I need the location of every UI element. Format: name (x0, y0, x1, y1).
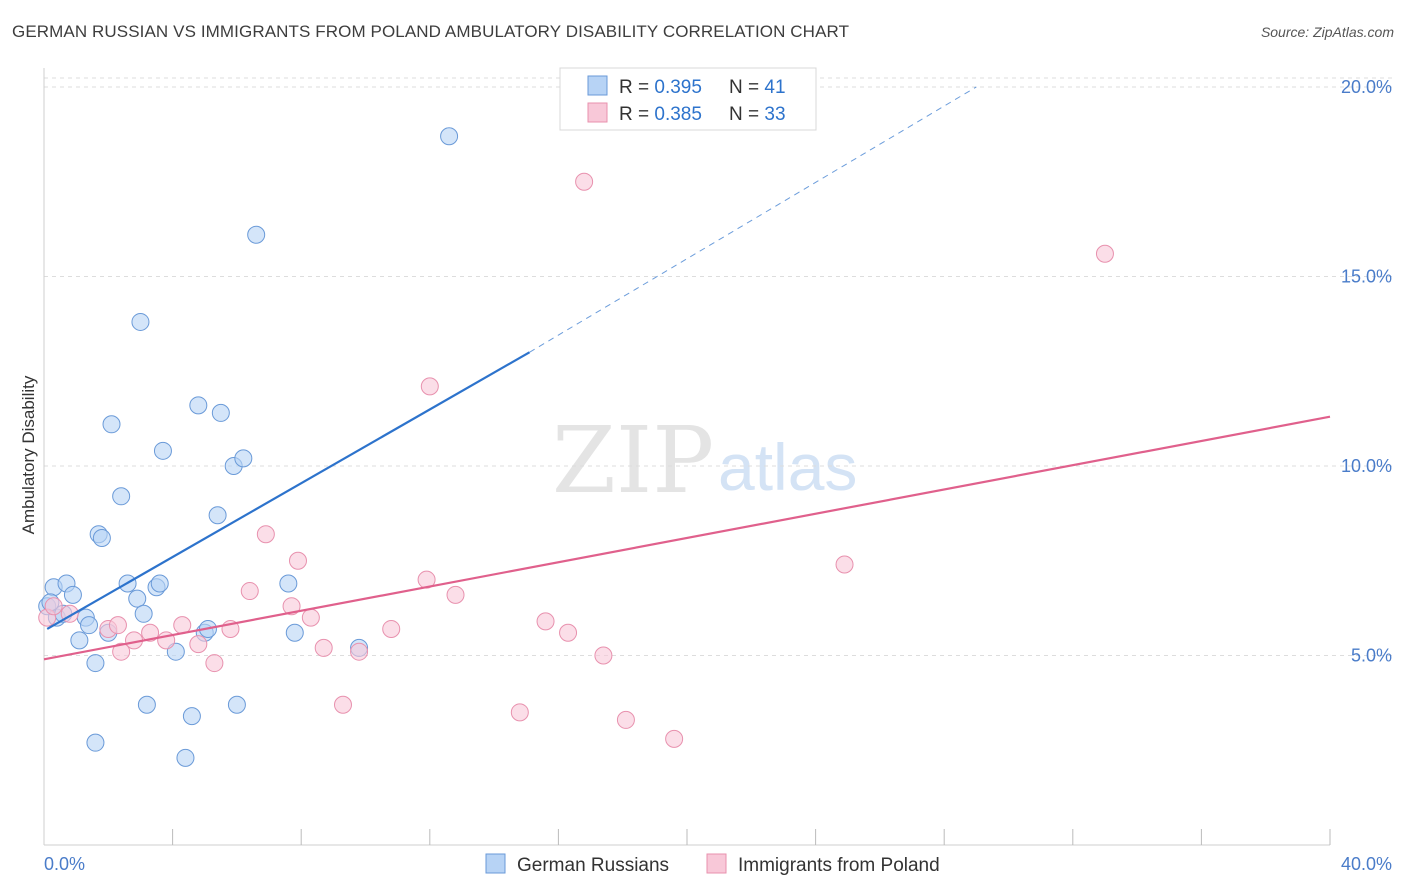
watermark-atlas: atlas (718, 430, 857, 504)
german-russians-point (211, 403, 230, 422)
german-russians-point (102, 415, 121, 434)
german-russians-point (80, 616, 99, 635)
german-russians-point (285, 623, 304, 642)
poland-point (288, 551, 307, 570)
x-tick-label-max: 40.0% (1341, 854, 1392, 874)
poland-point (205, 654, 224, 673)
poland-point (256, 525, 275, 544)
poland-point (314, 638, 333, 657)
svg-text:N = 33: N = 33 (729, 104, 786, 125)
german-russians-point (440, 127, 459, 146)
poland-point (835, 555, 854, 574)
german-russians-point (86, 733, 105, 752)
y-tick-labels: 5.0% 10.0% 15.0% 20.0% (1341, 77, 1392, 666)
german-russians-point (63, 585, 82, 604)
bottom-legend-swatch-german-russians[interactable] (485, 853, 506, 874)
poland-point (112, 642, 131, 661)
poland-point (536, 612, 555, 631)
source-label: Source: ZipAtlas.com (1260, 24, 1394, 40)
trend-line-german-russians-extension (529, 86, 977, 353)
series-poland-points (38, 172, 1114, 748)
x-ticks (172, 829, 1331, 845)
poland-point (446, 585, 465, 604)
german-russians-point (279, 574, 298, 593)
poland-point (189, 635, 208, 654)
legend-swatch-german-russians (587, 75, 608, 96)
german-russians-point (150, 574, 169, 593)
german-russians-point (153, 441, 172, 460)
series-legend: German Russians Immigrants from Poland (485, 853, 940, 876)
legend-r-value-2: 0.385 (654, 104, 702, 125)
german-russians-point (208, 506, 227, 525)
legend-n-value-2: 33 (764, 104, 785, 125)
poland-point (510, 703, 529, 722)
chart-title: GERMAN RUSSIAN VS IMMIGRANTS FROM POLAND… (12, 22, 850, 41)
poland-point (240, 582, 259, 601)
german-russians-point (182, 707, 201, 726)
poland-point (141, 623, 160, 642)
poland-point (616, 710, 635, 729)
svg-text:R = 0.395: R = 0.395 (619, 77, 702, 98)
legend-n-label-2: N = (729, 104, 764, 125)
poland-point (665, 729, 684, 748)
trend-line-german-russians (46, 351, 531, 630)
trend-line-poland (43, 415, 1331, 661)
trend-lines (43, 86, 1331, 661)
y-tick-label: 5.0% (1351, 645, 1392, 665)
poland-point (333, 695, 352, 714)
svg-text:N = 41: N = 41 (729, 77, 786, 98)
legend-n-label-1: N = (729, 77, 764, 98)
legend-r-label-2: R = (619, 104, 654, 125)
poland-point (1095, 244, 1114, 263)
legend-r-value-1: 0.395 (654, 77, 702, 98)
german-russians-point (137, 695, 156, 714)
svg-text:R = 0.385: R = 0.385 (619, 104, 702, 125)
german-russians-point (86, 654, 105, 673)
legend-r-label-1: R = (619, 77, 654, 98)
german-russians-point (92, 528, 111, 547)
german-russians-point (112, 487, 131, 506)
german-russians-point (234, 449, 253, 468)
x-tick-label-min: 0.0% (44, 854, 85, 874)
y-tick-label: 15.0% (1341, 266, 1392, 286)
legend-swatch-poland (587, 102, 608, 123)
y-tick-label: 10.0% (1341, 456, 1392, 476)
german-russians-point (131, 312, 150, 331)
german-russians-point (70, 631, 89, 650)
german-russians-point (128, 589, 147, 608)
poland-point (382, 619, 401, 638)
poland-point (301, 608, 320, 627)
bottom-legend-label-german-russians[interactable]: German Russians (517, 855, 669, 876)
german-russians-point (176, 748, 195, 767)
poland-point (559, 623, 578, 642)
german-russians-point (189, 396, 208, 415)
watermark-zip: ZIP (552, 407, 714, 514)
poland-point (282, 597, 301, 616)
poland-point (44, 597, 63, 616)
german-russians-point (247, 225, 266, 244)
bottom-legend-swatch-poland[interactable] (706, 853, 727, 874)
bottom-legend-label-poland[interactable]: Immigrants from Poland (738, 855, 940, 876)
german-russians-point (227, 695, 246, 714)
y-axis-label: Ambulatory Disability (19, 375, 38, 534)
poland-point (108, 616, 127, 635)
series-german-russians-points (38, 127, 459, 767)
y-tick-label: 20.0% (1341, 77, 1392, 97)
poland-point (420, 377, 439, 396)
german-russians-point (134, 604, 153, 623)
poland-point (575, 172, 594, 191)
gridlines (44, 77, 1392, 656)
poland-point (350, 642, 369, 661)
poland-point (594, 646, 613, 665)
stats-legend: R = 0.395 N = 41 R = 0.385 N = 33 (559, 67, 817, 131)
legend-n-value-1: 41 (764, 77, 785, 98)
